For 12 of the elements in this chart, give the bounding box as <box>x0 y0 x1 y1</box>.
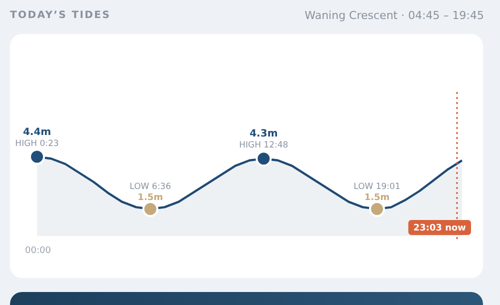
text: 00:00 <box>25 246 52 256</box>
data-label: 4.3m <box>250 128 278 140</box>
annotation: HIGH 12:48 <box>239 140 288 151</box>
data-label: 1.5m <box>364 193 390 203</box>
annotation: HIGH 0:23 <box>15 138 59 149</box>
chart-subtitle: Waning Crescent · 04:45 – 19:45 <box>304 9 484 22</box>
data-label: 4.4m <box>22 126 52 138</box>
chart-title: TODAY’S TIDES <box>10 10 111 21</box>
annotation: 23:03 now <box>413 223 466 234</box>
annotation: LOW 6:36 <box>130 182 171 192</box>
annotation: LOW 19:01 <box>354 182 400 192</box>
data-label: 1.5m <box>138 193 163 203</box>
